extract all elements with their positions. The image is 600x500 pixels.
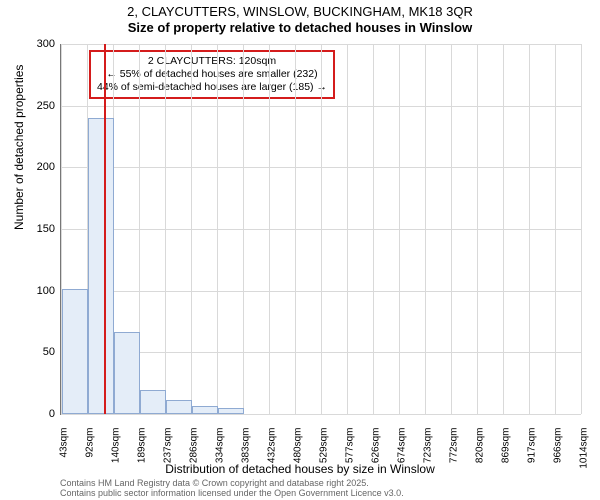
histogram-bar: [62, 289, 87, 414]
x-tick-label: 480sqm: [293, 428, 304, 488]
x-tick-label: 286sqm: [189, 428, 200, 488]
gridline-v: [529, 44, 530, 414]
y-tick-label: 200: [15, 161, 55, 173]
gridline-v: [347, 44, 348, 414]
histogram-bar: [140, 390, 165, 414]
y-axis-label: Number of detached properties: [12, 65, 26, 230]
x-tick-label: 772sqm: [449, 428, 460, 488]
histogram-bar: [166, 400, 191, 414]
gridline-v: [191, 44, 192, 414]
x-tick-label: 869sqm: [501, 428, 512, 488]
histogram-bar: [88, 118, 113, 414]
gridline-v: [555, 44, 556, 414]
x-tick-label: 383sqm: [241, 428, 252, 488]
y-tick-label: 100: [15, 285, 55, 297]
x-tick-label: 1014sqm: [579, 428, 590, 488]
gridline-h: [61, 414, 581, 415]
gridline-v: [581, 44, 582, 414]
annotation-callout: 2 CLAYCUTTERS: 120sqm ← 55% of detached …: [89, 50, 335, 99]
plot-area: 2 CLAYCUTTERS: 120sqm ← 55% of detached …: [60, 44, 581, 415]
y-tick-label: 250: [15, 100, 55, 112]
y-tick-label: 150: [15, 223, 55, 235]
gridline-v: [295, 44, 296, 414]
x-tick-label: 334sqm: [215, 428, 226, 488]
x-tick-label: 577sqm: [345, 428, 356, 488]
x-tick-label: 917sqm: [527, 428, 538, 488]
subject-marker-line: [104, 44, 106, 414]
gridline-v: [321, 44, 322, 414]
y-tick-label: 0: [15, 408, 55, 420]
annotation-smaller: ← 55% of detached houses are smaller (23…: [97, 68, 327, 81]
x-tick-label: 723sqm: [423, 428, 434, 488]
x-tick-label: 966sqm: [553, 428, 564, 488]
histogram-bar: [218, 408, 243, 414]
y-tick-label: 50: [15, 346, 55, 358]
gridline-v: [269, 44, 270, 414]
y-tick-label: 300: [15, 38, 55, 50]
x-tick-label: 140sqm: [111, 428, 122, 488]
gridline-v: [425, 44, 426, 414]
chart-title-address: 2, CLAYCUTTERS, WINSLOW, BUCKINGHAM, MK1…: [0, 4, 600, 19]
gridline-v: [451, 44, 452, 414]
histogram-bar: [192, 406, 217, 414]
x-tick-label: 43sqm: [59, 428, 70, 488]
x-tick-label: 189sqm: [137, 428, 148, 488]
x-tick-label: 820sqm: [475, 428, 486, 488]
gridline-v: [165, 44, 166, 414]
x-tick-label: 674sqm: [397, 428, 408, 488]
x-tick-label: 237sqm: [163, 428, 174, 488]
annotation-larger: 44% of semi-detached houses are larger (…: [97, 81, 327, 94]
gridline-v: [477, 44, 478, 414]
x-tick-label: 432sqm: [267, 428, 278, 488]
gridline-v: [399, 44, 400, 414]
x-tick-label: 92sqm: [85, 428, 96, 488]
chart-title-subtitle: Size of property relative to detached ho…: [0, 20, 600, 35]
gridline-v: [503, 44, 504, 414]
gridline-v: [217, 44, 218, 414]
x-tick-label: 529sqm: [319, 428, 330, 488]
gridline-v: [373, 44, 374, 414]
gridline-v: [243, 44, 244, 414]
annotation-subject: 2 CLAYCUTTERS: 120sqm: [97, 55, 327, 68]
chart-container: 2, CLAYCUTTERS, WINSLOW, BUCKINGHAM, MK1…: [0, 0, 600, 500]
x-tick-label: 626sqm: [371, 428, 382, 488]
histogram-bar: [114, 332, 139, 414]
attribution-line2: Contains public sector information licen…: [60, 489, 404, 499]
